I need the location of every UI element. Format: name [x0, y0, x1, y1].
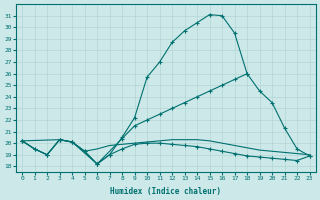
X-axis label: Humidex (Indice chaleur): Humidex (Indice chaleur) — [110, 187, 221, 196]
